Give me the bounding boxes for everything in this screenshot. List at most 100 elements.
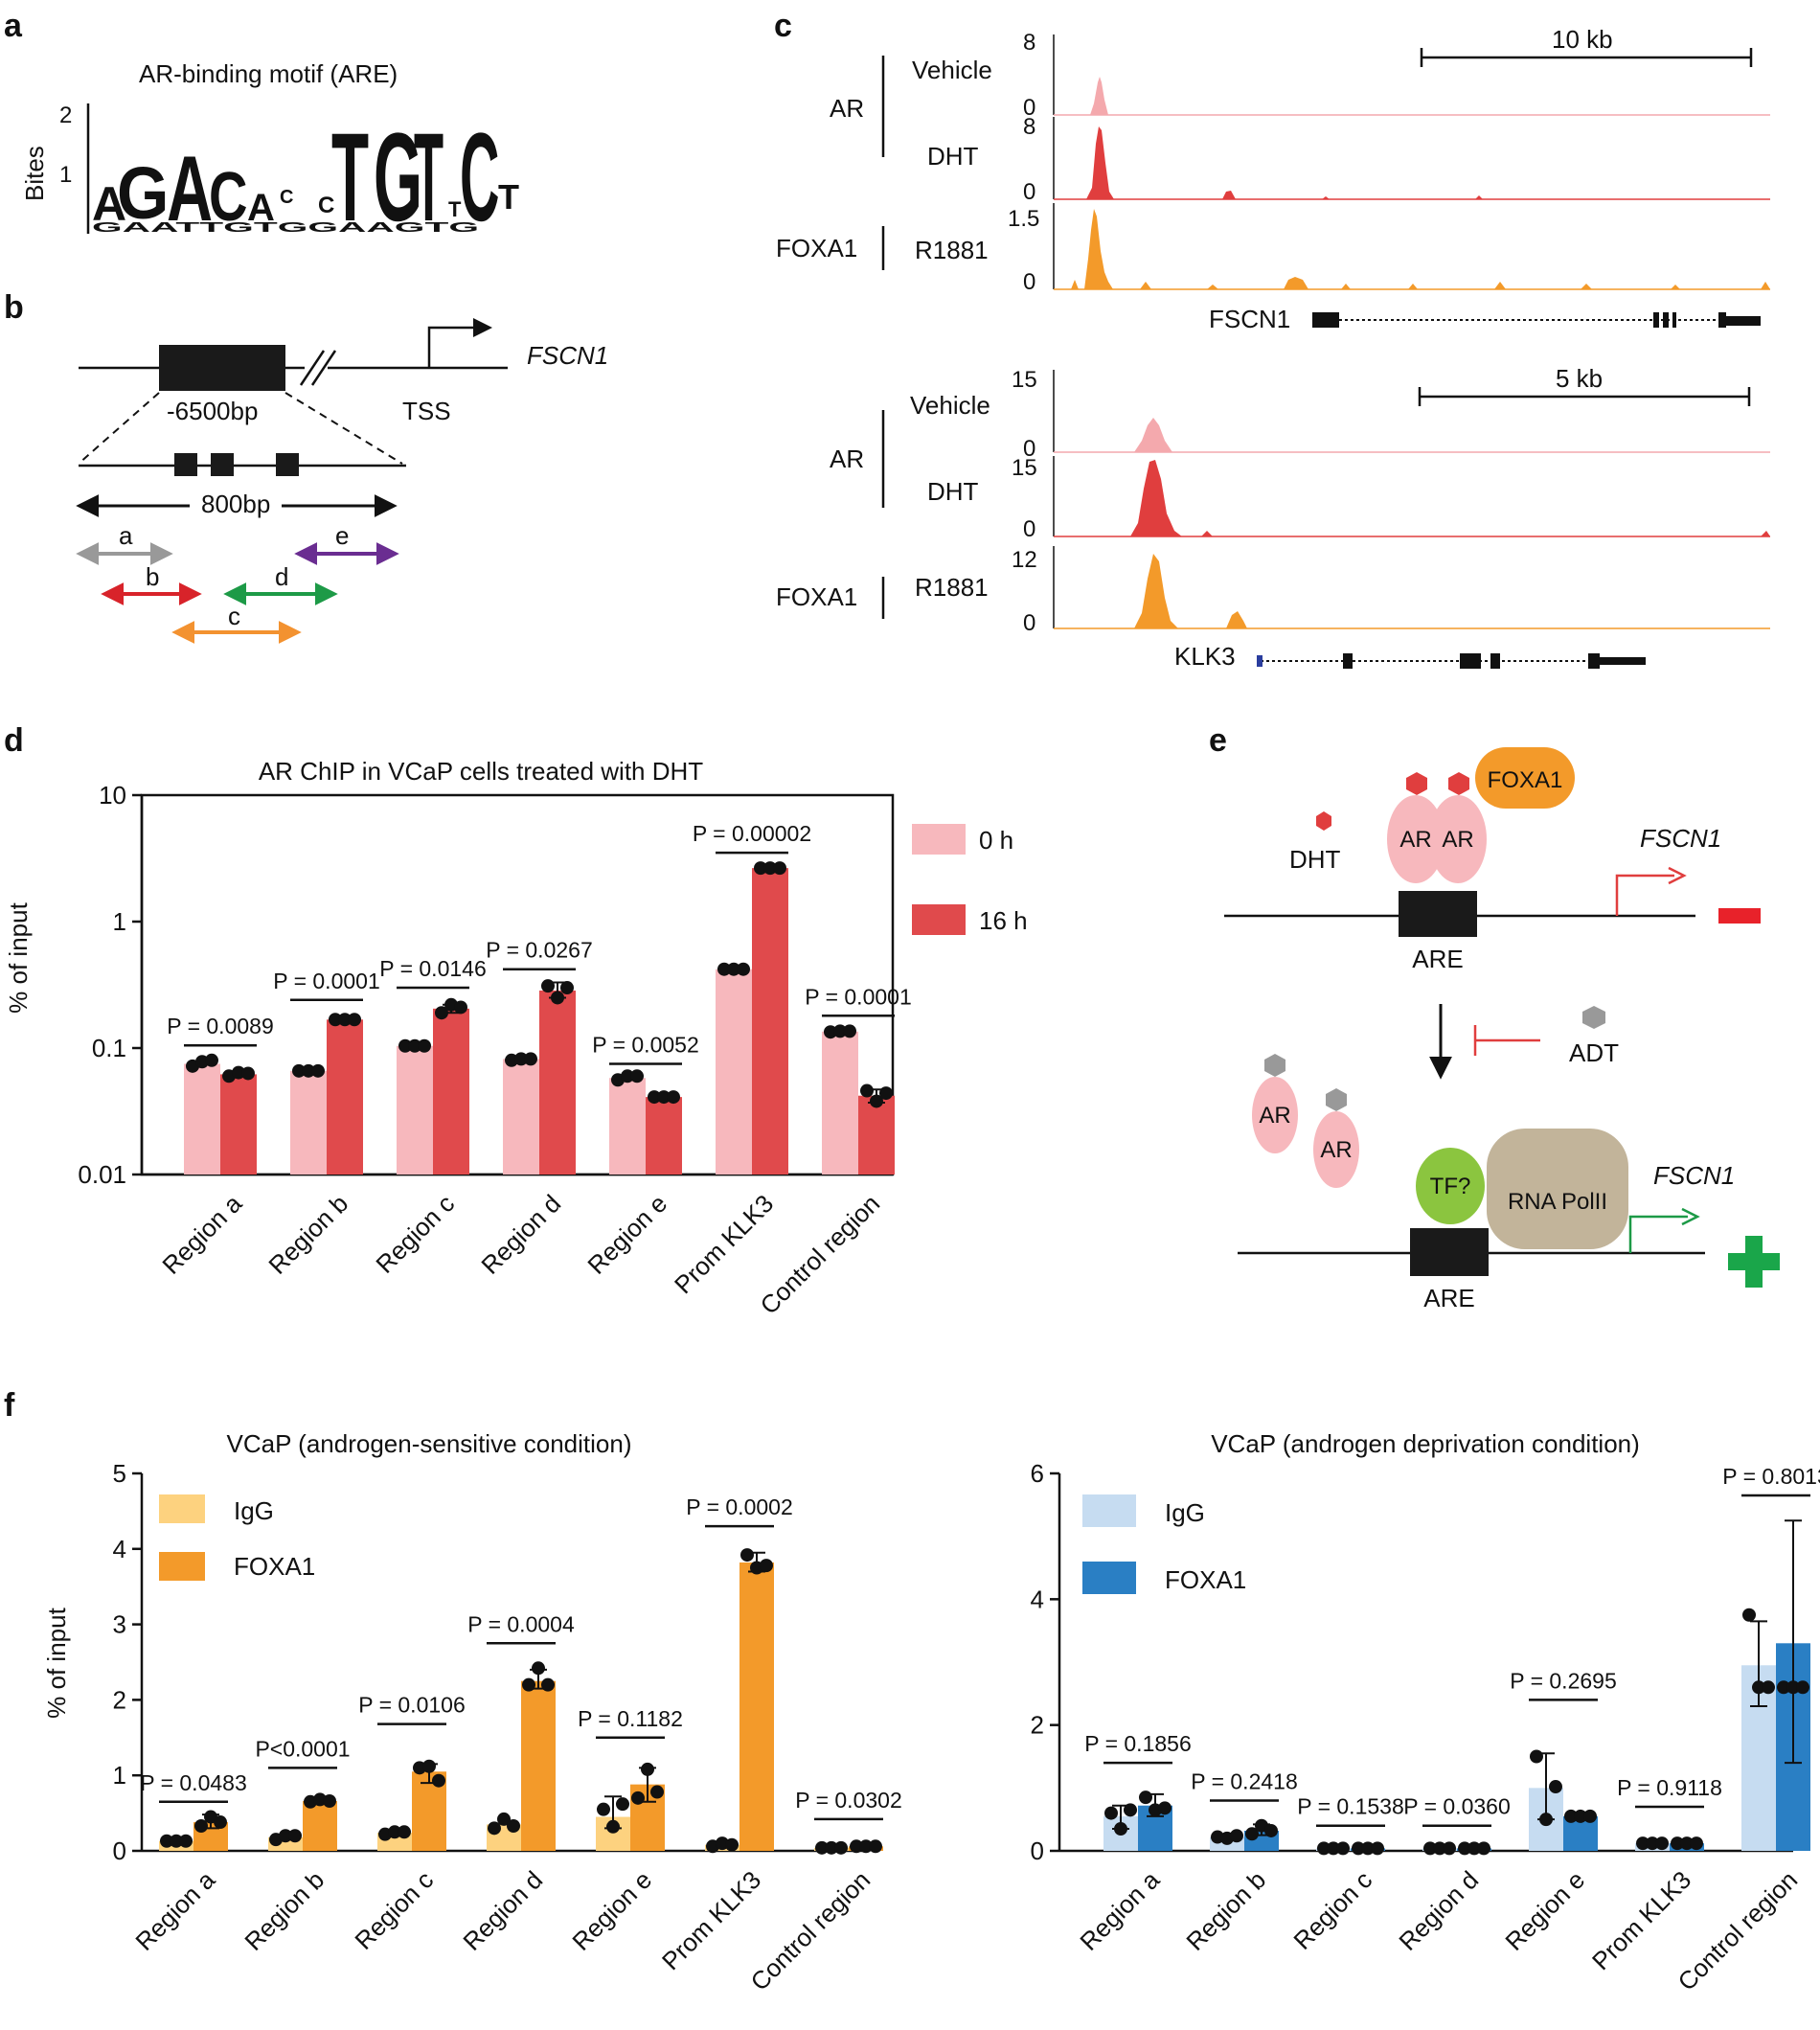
tf-label: TF? [1430, 1174, 1471, 1199]
y-tick-label: 10 [99, 781, 126, 810]
p-value-label: P = 0.0001 [273, 969, 380, 993]
data-point [435, 1006, 448, 1020]
data-point [1467, 1841, 1481, 1856]
motif-ytick-1: 1 [59, 162, 72, 188]
data-point [1574, 1809, 1587, 1823]
adt-molecule [1582, 1006, 1605, 1029]
motif-ytick-2: 2 [59, 103, 72, 128]
region-c-label: c [228, 602, 240, 630]
data-point [760, 1559, 773, 1573]
dht-on-ar-1 [1406, 772, 1427, 795]
data-point [870, 1094, 883, 1108]
x-tick-label: Region a [156, 1189, 247, 1280]
data-point [737, 962, 750, 976]
data-point [398, 1825, 411, 1839]
are-label-top: ARE [1412, 945, 1463, 973]
legend-swatch-foxa1 [1082, 1562, 1136, 1594]
data-point [1327, 1841, 1340, 1856]
track-ymin: 0 [1023, 95, 1035, 121]
data-point [329, 1013, 342, 1027]
data-point [621, 1069, 634, 1083]
x-tick-label: Prom KLK3 [669, 1189, 779, 1299]
motif-letter-8: T [331, 107, 369, 247]
data-point [1371, 1841, 1384, 1856]
x-tick-label: Region b [262, 1189, 353, 1280]
p-value-label: P = 0.0004 [467, 1611, 575, 1636]
data-point [311, 1063, 325, 1078]
data-point [292, 1063, 306, 1078]
gene-name-fscn1: FSCN1 [527, 341, 608, 370]
data-point [773, 861, 786, 876]
track-condition-dht: DHT [927, 142, 979, 171]
data-point [1458, 1841, 1471, 1856]
legend-swatch-foxa1 [159, 1552, 205, 1581]
gene-model-exon [1653, 312, 1659, 328]
data-point [348, 1013, 361, 1027]
y-tick-label: 5 [113, 1459, 126, 1488]
x-tick-label: Region e [566, 1865, 657, 1956]
data-point [541, 1677, 555, 1692]
data-point [597, 1802, 610, 1816]
track-condition-vehicle: Vehicle [910, 391, 990, 420]
panel-f: f VCaP (androgen-sensitive condition) % … [4, 1387, 1820, 1996]
p-value-label: P = 0.0267 [486, 938, 593, 963]
motif-letter-6: C [280, 187, 293, 208]
panel-d: d AR ChIP in VCaP cells treated with DHT… [4, 722, 1028, 1320]
p-value-label: P = 0.0302 [795, 1788, 902, 1813]
data-point [522, 1677, 535, 1692]
data-point [1443, 1841, 1456, 1856]
plus-sign [1728, 1236, 1780, 1288]
x-tick-label: Prom KLK3 [1586, 1865, 1696, 1975]
chart-f-right-plot: 0 2 4 6 Region a P = 0.1856 Region b P = 0.2418… [1031, 1459, 1820, 1996]
p-value-label: P = 0.2695 [1510, 1668, 1617, 1693]
promoter-arrow-green [1628, 1215, 1688, 1253]
bar [503, 1059, 539, 1175]
minus-sign [1718, 908, 1761, 924]
data-point [1777, 1680, 1790, 1695]
are-site-1 [174, 453, 197, 476]
panel-e-letter: e [1209, 722, 1227, 759]
motif-letter-2: G [117, 151, 169, 235]
data-point [834, 1840, 848, 1855]
data-point [631, 1791, 645, 1805]
y-tick-label: 0.01 [78, 1160, 126, 1189]
legend-swatch-igg [1082, 1494, 1136, 1527]
ar-protein-1 [1387, 795, 1445, 883]
data-point [1671, 1836, 1684, 1851]
data-point [1539, 1813, 1553, 1827]
region-e-label: e [335, 521, 349, 550]
gene-model-exon [1672, 312, 1676, 328]
bar [822, 1031, 858, 1175]
ar-free-1 [1252, 1077, 1298, 1153]
motif-title: AR-binding motif (ARE) [139, 59, 398, 88]
data-point [843, 1024, 856, 1038]
legend-label-16h: 16 h [979, 906, 1028, 935]
y-tick-label: 1 [113, 1761, 126, 1790]
legend-swatch-0h [912, 824, 966, 855]
track-condition-dht: DHT [927, 477, 979, 506]
are-site-2 [211, 453, 234, 476]
data-point [1796, 1680, 1809, 1695]
bar [858, 1095, 895, 1175]
p-value-label: P<0.0001 [255, 1736, 350, 1761]
y-tick-label: 2 [113, 1685, 126, 1714]
adt-on-ar-1 [1264, 1054, 1285, 1077]
gene-model-exon [1490, 653, 1500, 669]
data-point [1230, 1829, 1243, 1843]
region-a-label: a [119, 521, 133, 550]
data-point [194, 1818, 208, 1833]
gene-model-exon [1343, 653, 1353, 669]
motif-letter-12: C [460, 107, 499, 247]
track-group-foxa1: FOXA1 [776, 234, 857, 262]
data-point [1477, 1841, 1490, 1856]
motif-letter-7: C [318, 193, 334, 218]
zoom-line-right [284, 392, 403, 465]
p-value-label: P = 0.0089 [167, 1014, 274, 1038]
panel-e: e DHT AR AR FOXA1 ARE FSCN1 ADT AR AR TF… [1209, 722, 1780, 1312]
track-ymin: 0 [1023, 436, 1035, 462]
bar [397, 1045, 433, 1175]
ar-label-2: AR [1442, 827, 1473, 853]
y-tick-label: 4 [113, 1535, 126, 1563]
gene-model-label: KLK3 [1174, 642, 1236, 671]
